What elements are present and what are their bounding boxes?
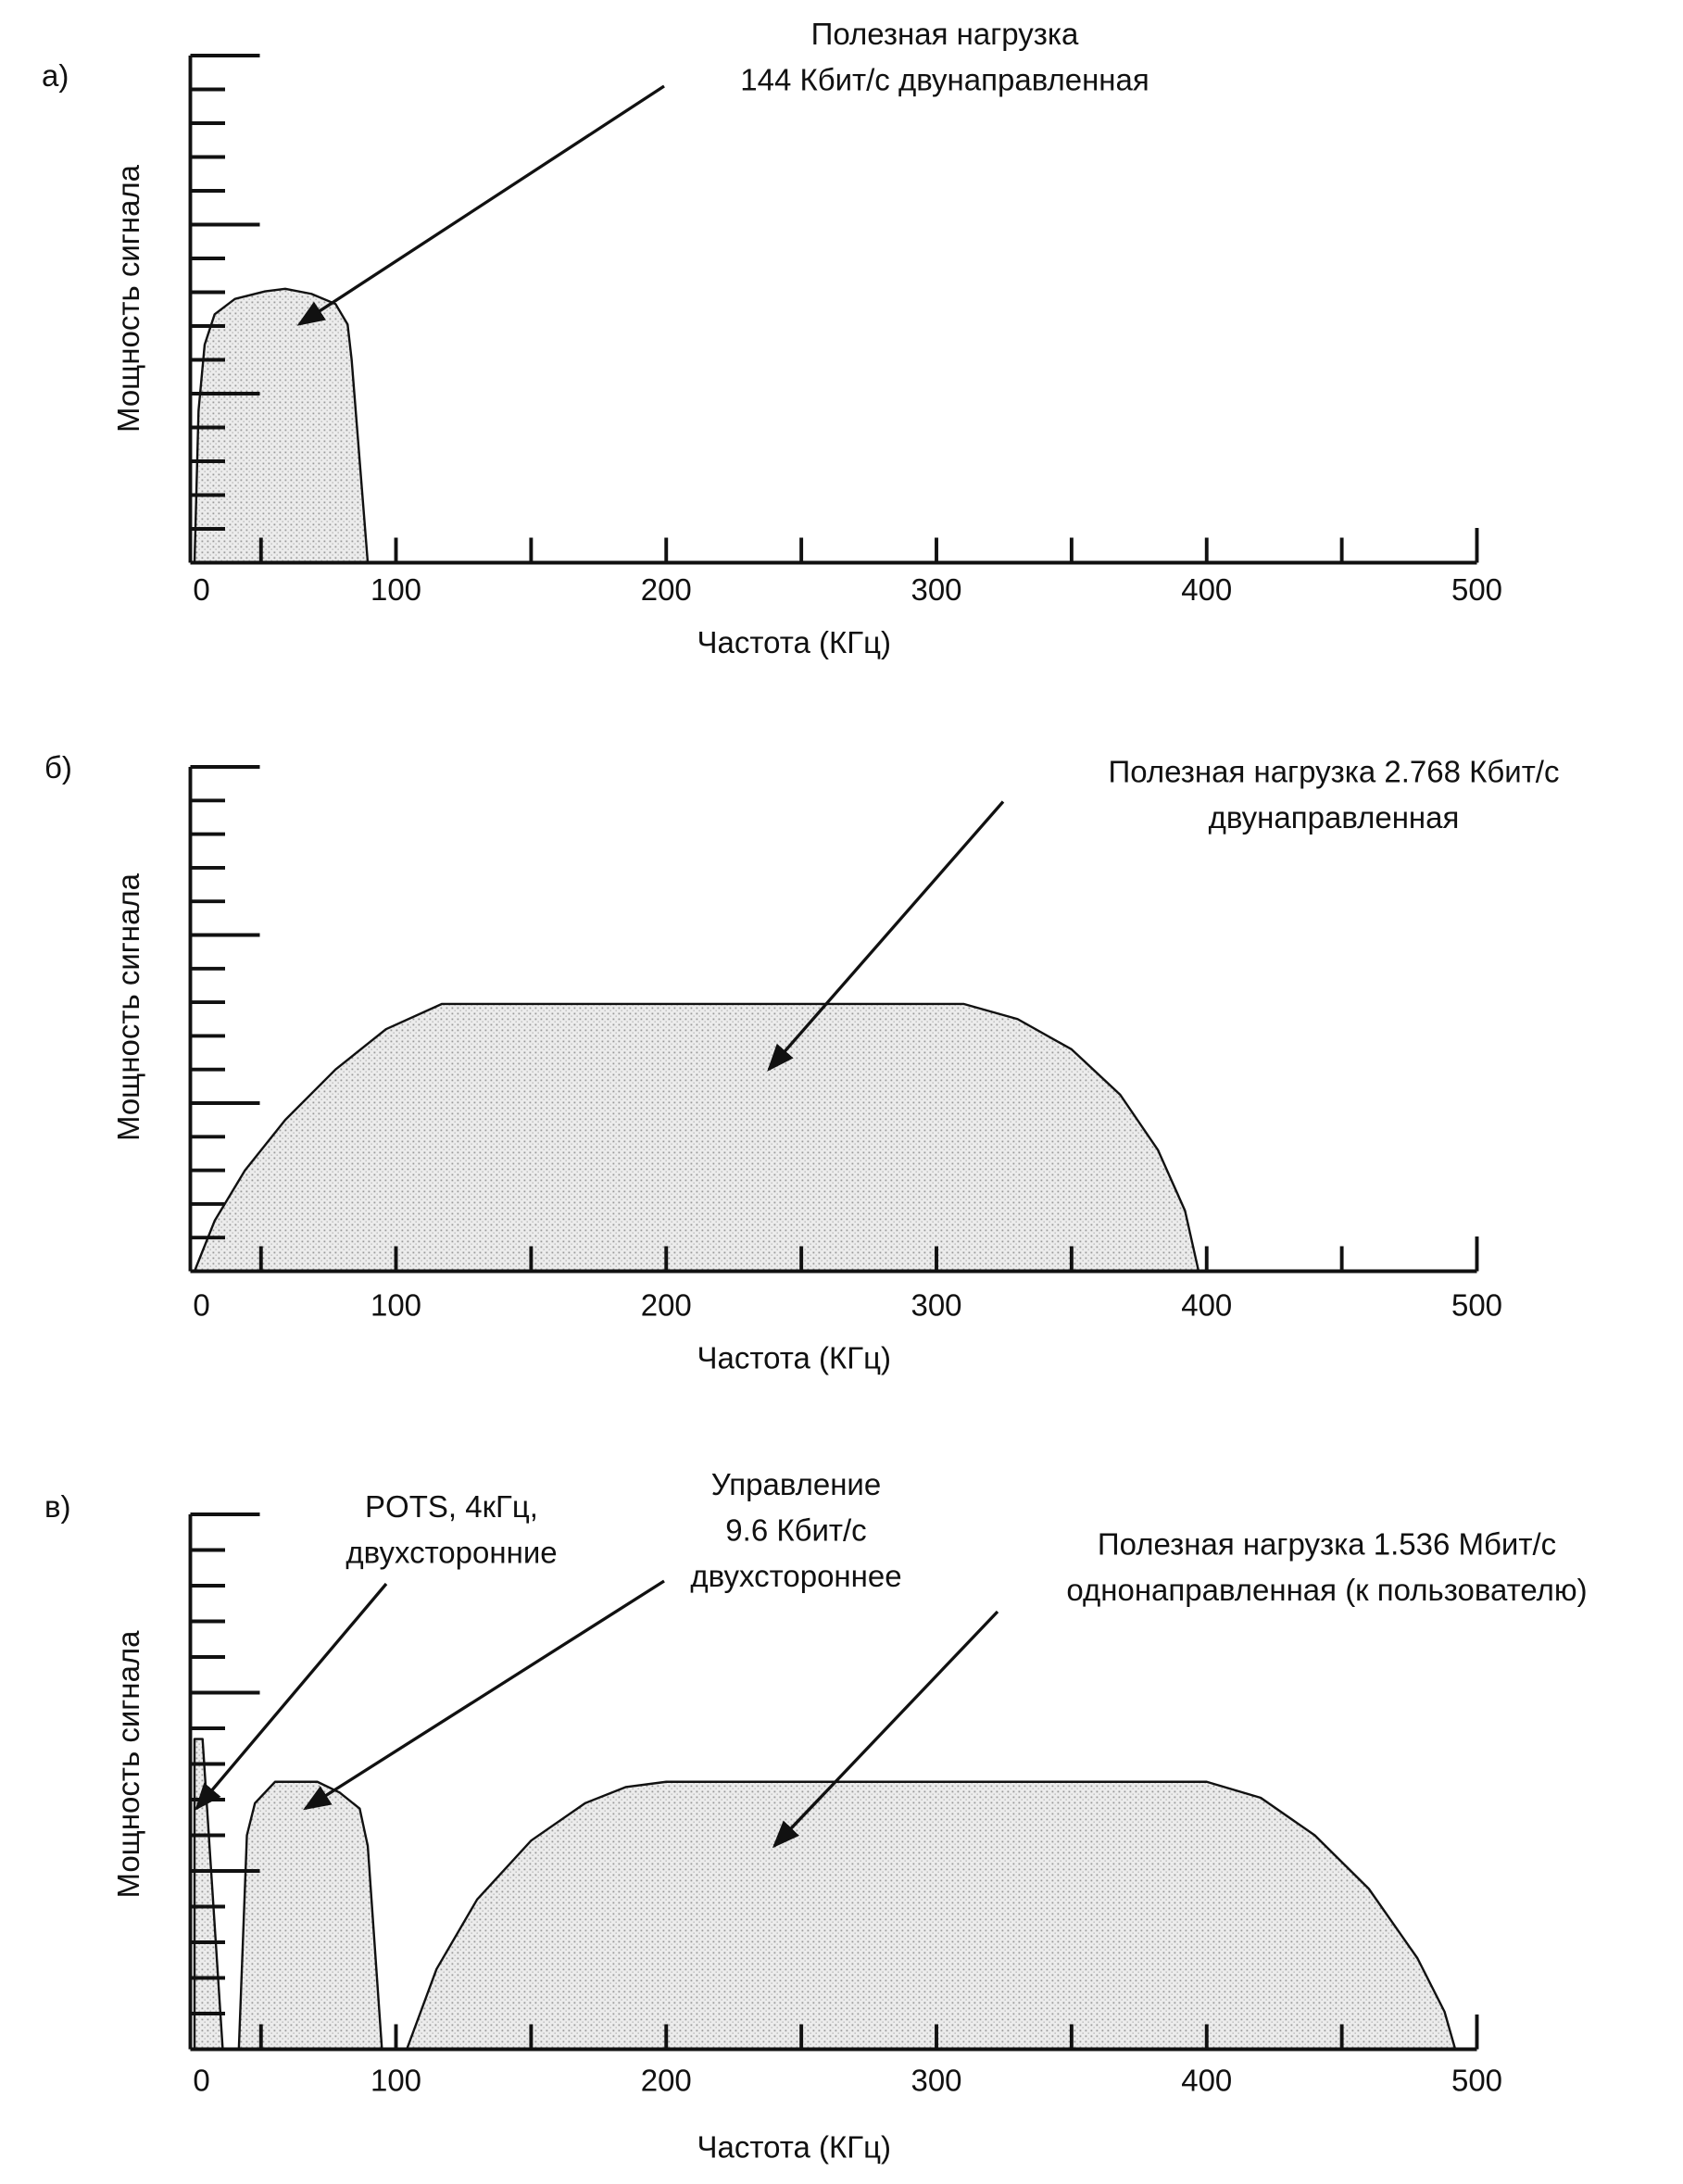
x-tick-label: 300 bbox=[911, 1288, 961, 1323]
x-tick-label: 200 bbox=[641, 2064, 692, 2098]
panel-label: а) bbox=[42, 58, 69, 93]
x-tick-label: 400 bbox=[1181, 572, 1232, 607]
spectrum-area-1 bbox=[193, 1002, 1200, 1273]
x-tick-label: 200 bbox=[641, 572, 692, 607]
x-tick-label: 0 bbox=[193, 1288, 209, 1323]
annotation-text: Полезная нагрузка 2.768 Кбит/с bbox=[1109, 755, 1560, 789]
y-axis-label: Мощность сигнала bbox=[111, 1630, 145, 1899]
annotation-text: однонаправленная (к пользователю) bbox=[1066, 1573, 1587, 1607]
x-tick-label: 400 bbox=[1181, 2064, 1232, 2098]
annotation-text: двухстороннее bbox=[690, 1559, 901, 1593]
annotation-text: POTS, 4кГц, bbox=[365, 1489, 538, 1524]
x-tick-label: 500 bbox=[1451, 2064, 1502, 2098]
x-tick-label: 500 bbox=[1451, 572, 1502, 607]
x-tick-label: 0 bbox=[193, 572, 209, 607]
annotation-text: 9.6 Кбит/с bbox=[725, 1513, 866, 1548]
x-axis-label: Частота (КГц) bbox=[697, 1341, 891, 1375]
annotation-text: двунаправленная bbox=[1209, 800, 1460, 835]
x-tick-label: 400 bbox=[1181, 1288, 1232, 1323]
chart-panel-3: 0 100 200 300 400 500 Частота (КГц) Мощность си… bbox=[44, 1467, 1588, 2165]
annotation-arrow bbox=[303, 1579, 665, 1811]
annotation-text: Полезная нагрузка bbox=[811, 17, 1079, 51]
x-tick-label: 100 bbox=[371, 572, 421, 607]
spectrum-area-3 bbox=[406, 1780, 1457, 2051]
annotation-text: 144 Кбит/с двунаправленная bbox=[740, 63, 1149, 97]
x-tick-label: 0 bbox=[193, 2064, 209, 2098]
annotation-arrow bbox=[195, 1582, 388, 1811]
annotation-arrow bbox=[296, 84, 665, 326]
x-tick-label: 500 bbox=[1451, 1288, 1502, 1323]
spectrum-area-2 bbox=[237, 1780, 383, 2051]
x-tick-label: 100 bbox=[371, 2064, 421, 2098]
spectrum-area-1 bbox=[193, 287, 370, 564]
annotation-text: Полезная нагрузка 1.536 Мбит/с bbox=[1098, 1527, 1556, 1562]
annotation-arrow bbox=[767, 800, 1005, 1072]
x-tick-label: 200 bbox=[641, 1288, 692, 1323]
spectrum-area-1 bbox=[193, 1738, 224, 2051]
x-axis-label: Частота (КГц) bbox=[697, 625, 891, 659]
annotation-text: двухсторонние bbox=[345, 1536, 557, 1570]
annotation-text: Управление bbox=[711, 1467, 881, 1501]
y-axis-label: Мощность сигнала bbox=[111, 164, 145, 433]
x-tick-label: 300 bbox=[911, 2064, 961, 2098]
panel-label: в) bbox=[44, 1489, 71, 1524]
y-axis-label: Мощность сигнала bbox=[111, 872, 145, 1141]
x-axis-label: Частота (КГц) bbox=[697, 2130, 891, 2165]
x-tick-label: 300 bbox=[911, 572, 961, 607]
annotation-arrow bbox=[772, 1610, 999, 1849]
chart-panel-2: 0 100 200 300 400 500 Частота (КГц) Мощность си… bbox=[44, 750, 1559, 1375]
panel-label: б) bbox=[44, 750, 72, 784]
chart-panel-1: 0 100 200 300 400 500 Частота (КГц) Мощность си… bbox=[42, 17, 1502, 659]
x-tick-label: 100 bbox=[371, 1288, 421, 1323]
